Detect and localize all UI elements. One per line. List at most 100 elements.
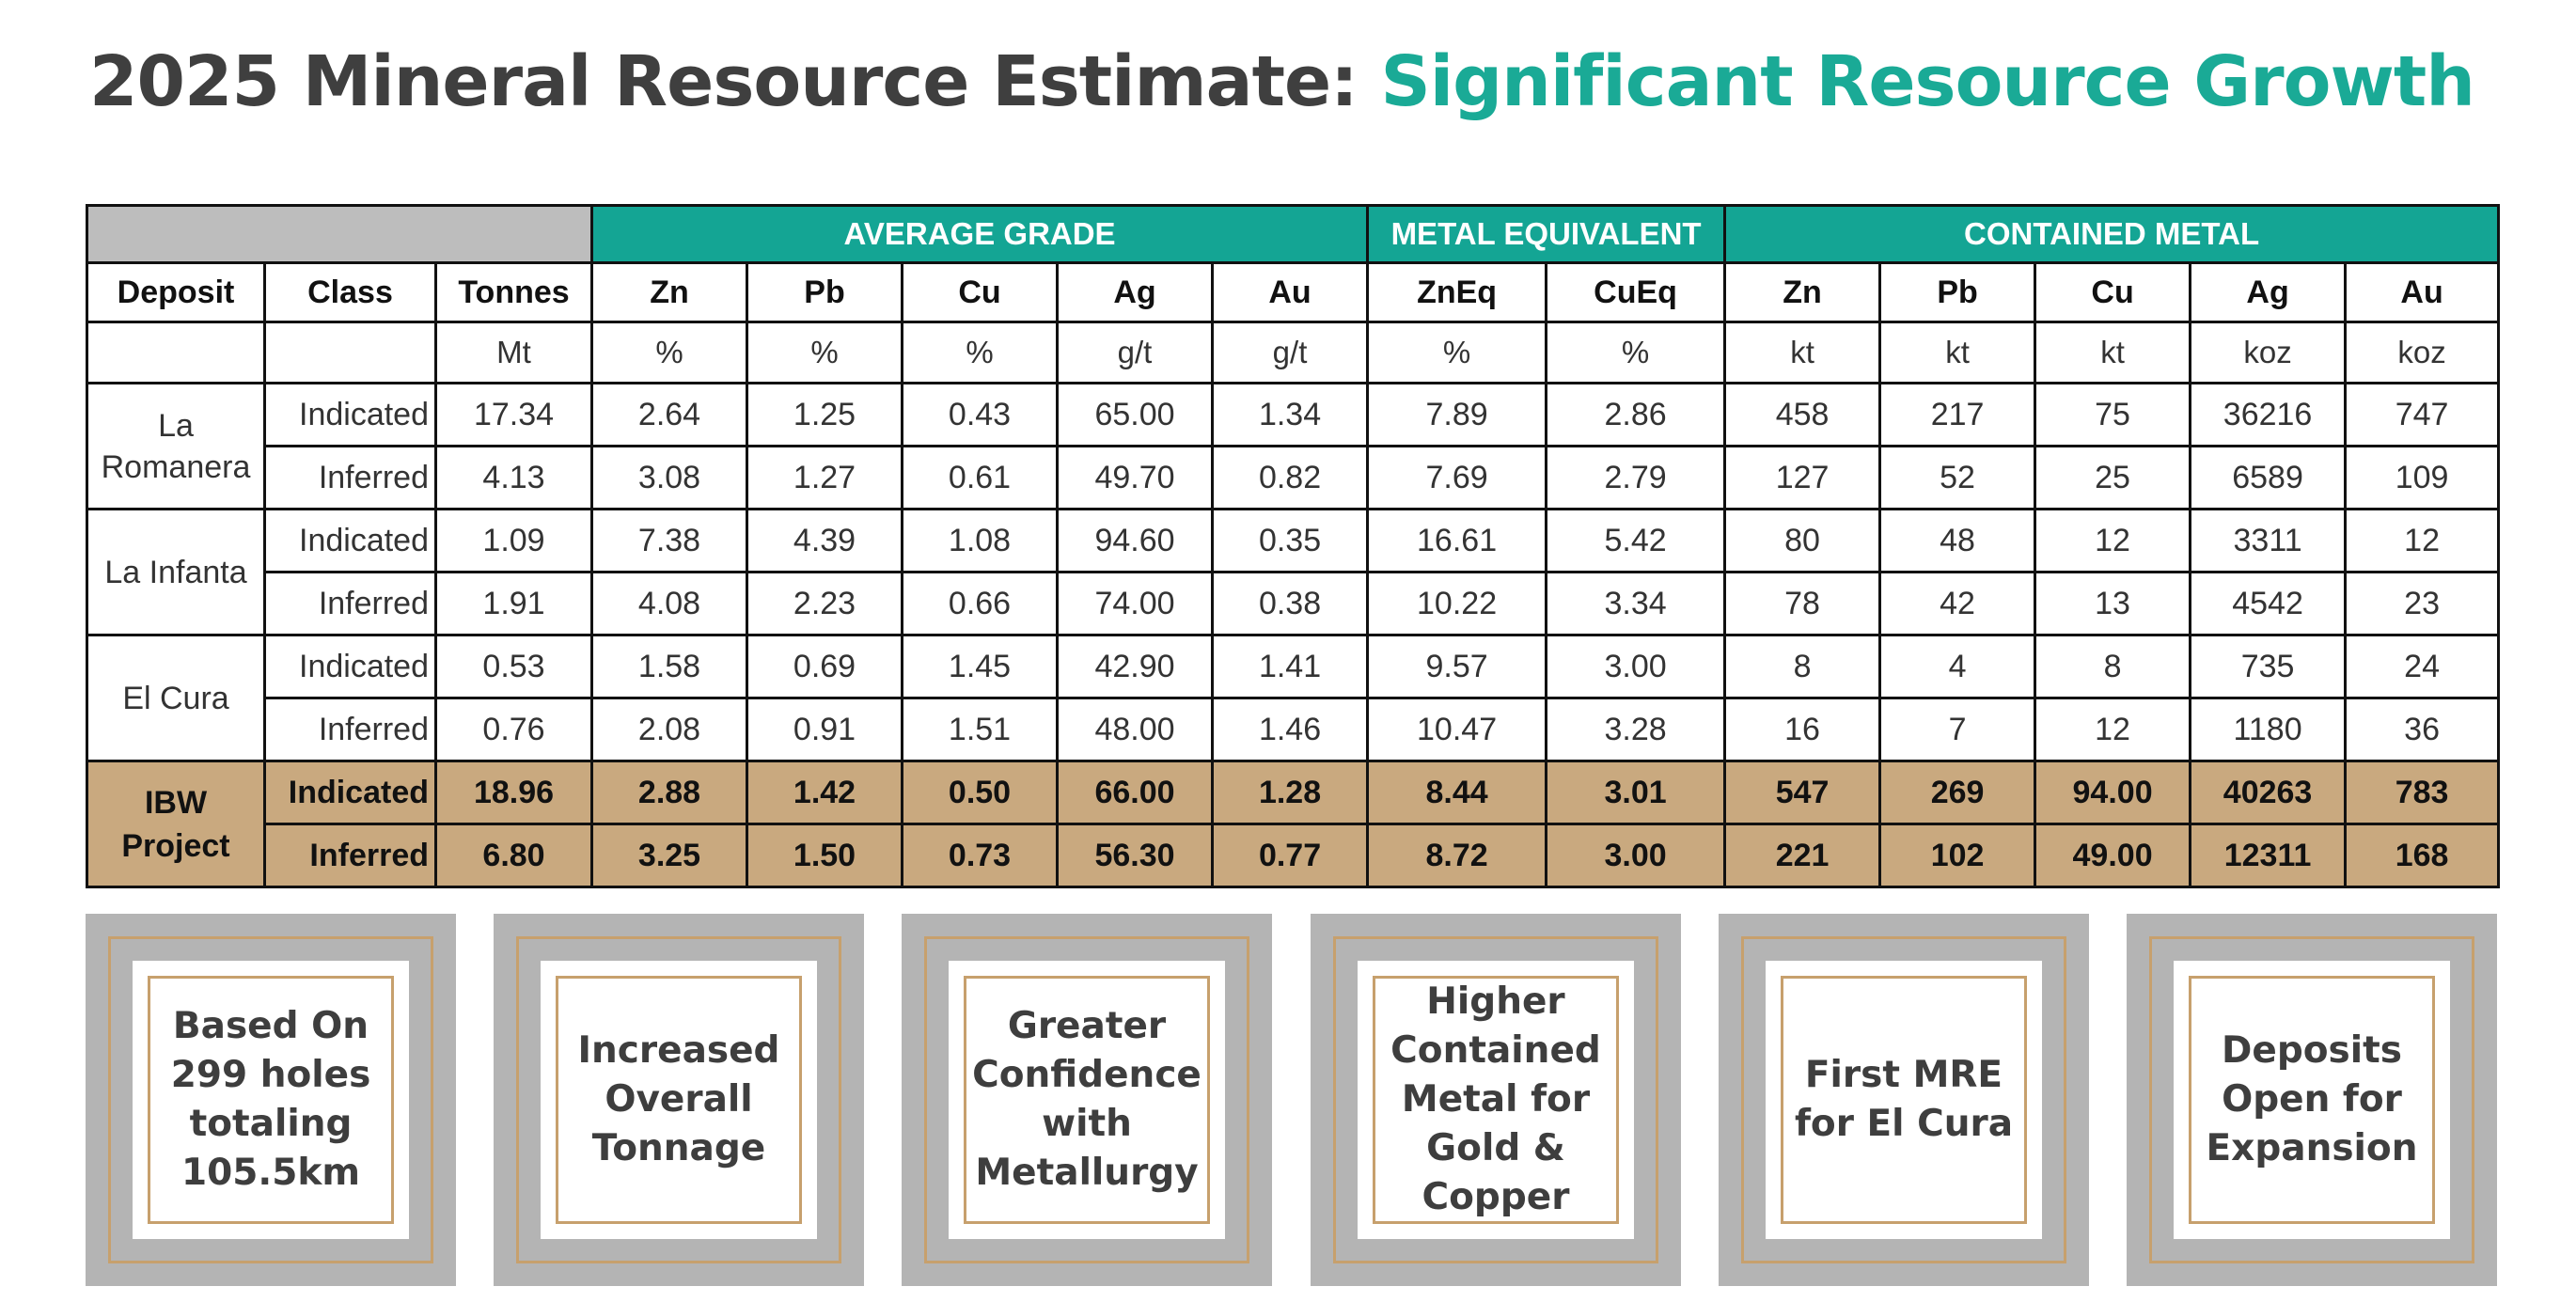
value-cell: 1.09 <box>434 508 593 573</box>
value-cell: 1180 <box>2189 697 2348 762</box>
value-cell: 0.66 <box>901 571 1059 636</box>
page-title: 2025 Mineral Resource Estimate: Signific… <box>89 41 2475 122</box>
value-cell: 2.79 <box>1545 445 1727 510</box>
column-header: ZnEq <box>1366 261 1548 323</box>
value-cell: 109 <box>2344 445 2501 510</box>
value-cell: 5.42 <box>1545 508 1727 573</box>
value-cell: 18.96 <box>434 760 593 825</box>
value-cell: 221 <box>1723 823 1882 888</box>
highlight-card: First MRE for El Cura <box>1719 914 2089 1286</box>
value-cell: 1.27 <box>746 445 903 510</box>
card-text: Deposits Open for Expansion <box>2206 1029 2418 1169</box>
value-cell: 94.00 <box>2034 760 2192 825</box>
card-outer-frame <box>516 936 841 1263</box>
group-metal-equivalent: METAL EQUIVALENT <box>1366 204 1727 264</box>
value-cell: 49.70 <box>1056 445 1214 510</box>
value-cell: 13 <box>2034 571 2192 636</box>
value-cell: 8 <box>2034 634 2192 699</box>
value-cell: 1.50 <box>746 823 903 888</box>
value-cell: 1.45 <box>901 634 1059 699</box>
value-cell: 16 <box>1723 697 1882 762</box>
table-row: El Cura Indicated 0.53 1.58 0.69 1.45 42.90 1.4… <box>86 634 2501 762</box>
unit-cell: % <box>1545 321 1727 384</box>
value-cell: 8.72 <box>1366 823 1548 888</box>
card-inner-frame: Higher Contained Metal for Gold & Copper <box>1373 976 1619 1224</box>
value-cell: 2.86 <box>1545 382 1727 447</box>
value-cell: 8 <box>1723 634 1882 699</box>
value-cell: 48.00 <box>1056 697 1214 762</box>
table-row: IBW Project Indicated 18.96 2.88 1.42 0.50 66.… <box>86 760 2501 888</box>
value-cell: 3.34 <box>1545 571 1727 636</box>
value-cell: 12 <box>2344 508 2501 573</box>
value-cell: 0.77 <box>1210 823 1370 888</box>
value-cell: 217 <box>1878 382 2037 447</box>
card-inner-frame: First MRE for El Cura <box>1781 976 2027 1224</box>
value-cell: 4.08 <box>590 571 748 636</box>
column-header: Tonnes <box>434 261 593 323</box>
column-header: Cu <box>2034 261 2192 323</box>
column-header: Ag <box>2189 261 2348 323</box>
value-cell: 1.51 <box>901 697 1059 762</box>
value-cell: 269 <box>1878 760 2037 825</box>
value-cell: 1.41 <box>1210 634 1370 699</box>
card-inner-frame: Increased Overall Tonnage <box>556 976 802 1224</box>
value-cell: 7.89 <box>1366 382 1548 447</box>
value-cell: 127 <box>1723 445 1882 510</box>
class-cell: Inferred <box>263 823 437 888</box>
unit-cell: kt <box>1723 321 1882 384</box>
highlight-card: Greater Confidence with Metallurgy <box>902 914 1272 1286</box>
card-text: Greater Confidence with Metallurgy <box>972 1005 1202 1194</box>
value-cell: 12311 <box>2189 823 2348 888</box>
value-cell: 1.08 <box>901 508 1059 573</box>
highlight-cards: Based On 299 holes totaling 105.5km Incre… <box>86 914 2497 1286</box>
card-outer-frame <box>1741 936 2066 1263</box>
card-inner-frame: Greater Confidence with Metallurgy <box>964 976 1210 1224</box>
class-cell: Inferred <box>263 697 437 762</box>
value-cell: 1.42 <box>746 760 903 825</box>
group-average-grade: AVERAGE GRADE <box>589 204 1370 264</box>
value-cell: 23 <box>2344 571 2501 636</box>
value-cell: 3.00 <box>1545 634 1727 699</box>
class-cell: Indicated <box>263 508 437 573</box>
value-cell: 49.00 <box>2034 823 2192 888</box>
value-cell: 1.46 <box>1210 697 1370 762</box>
unit-cell: % <box>746 321 903 384</box>
value-cell: 52 <box>1878 445 2037 510</box>
column-header: Pb <box>746 261 903 323</box>
card-outer-frame <box>924 936 1249 1263</box>
unit-cell: koz <box>2189 321 2348 384</box>
value-cell: 9.57 <box>1366 634 1548 699</box>
class-cell: Indicated <box>263 634 437 699</box>
column-header: Class <box>263 261 437 323</box>
class-cell: Indicated <box>263 760 437 825</box>
value-cell: 0.69 <box>746 634 903 699</box>
value-cell: 4 <box>1878 634 2037 699</box>
highlight-card: Higher Contained Metal for Gold & Copper <box>1311 914 1681 1286</box>
value-cell: 17.34 <box>434 382 593 447</box>
card-text: Higher Contained Metal for Gold & Copper <box>1390 980 1601 1218</box>
highlight-card: Deposits Open for Expansion <box>2127 914 2497 1286</box>
value-cell: 1.34 <box>1210 382 1370 447</box>
class-cell: Indicated <box>263 382 437 447</box>
group-header-row: AVERAGE GRADE METAL EQUIVALENT CONTAINED… <box>86 204 2501 264</box>
value-cell: 2.64 <box>590 382 748 447</box>
value-cell: 735 <box>2189 634 2348 699</box>
value-cell: 4542 <box>2189 571 2348 636</box>
card-text: First MRE for El Cura <box>1794 1054 2014 1145</box>
column-header: Au <box>2344 261 2501 323</box>
value-cell: 78 <box>1723 571 1882 636</box>
value-cell: 4.13 <box>434 445 593 510</box>
column-header: Deposit <box>86 261 266 323</box>
value-cell: 2.88 <box>590 760 748 825</box>
value-cell: 65.00 <box>1056 382 1214 447</box>
card-outer-frame <box>2149 936 2474 1263</box>
card-panel: Deposits Open for Expansion <box>2174 961 2450 1239</box>
highlight-card: Based On 299 holes totaling 105.5km <box>86 914 456 1286</box>
card-panel: First MRE for El Cura <box>1766 961 2042 1239</box>
value-cell: 747 <box>2344 382 2501 447</box>
value-cell: 6.80 <box>434 823 593 888</box>
value-cell: 1.25 <box>746 382 903 447</box>
table-row: La Romanera Indicated 17.34 2.64 1.25 0.43 65.… <box>86 382 2501 510</box>
card-outer-frame <box>1333 936 1658 1263</box>
value-cell: 0.50 <box>901 760 1059 825</box>
